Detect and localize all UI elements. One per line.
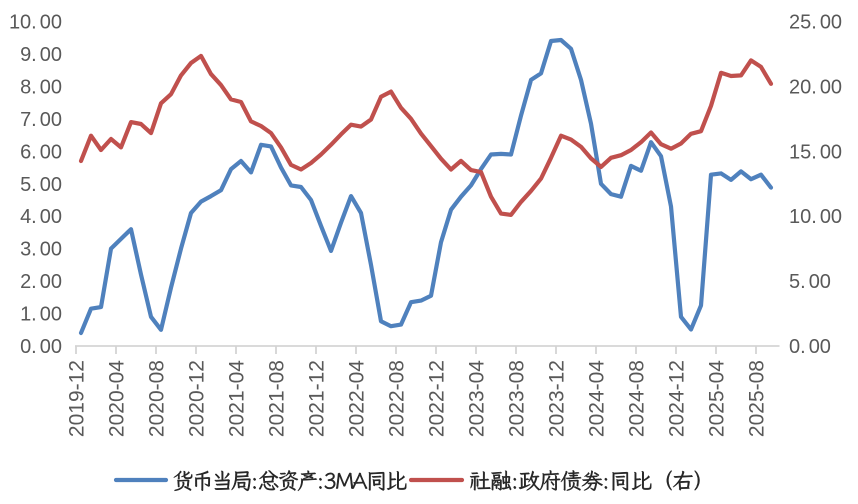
svg-text:1.00: 1. 00 [20,304,62,326]
svg-text:5.00: 5. 00 [789,271,831,293]
svg-text:5.00: 5. 00 [20,174,62,196]
svg-text:2024-12: 2024-12 [665,360,688,437]
svg-text:7.00: 7. 00 [20,109,62,131]
svg-text:2.00: 2. 00 [20,271,62,293]
svg-text:2022-08: 2022-08 [385,360,408,437]
svg-text:25.00: 25. 00 [789,12,842,34]
svg-text:2020-08: 2020-08 [145,360,168,437]
svg-text:4.00: 4. 00 [20,206,62,228]
svg-text:2024-08: 2024-08 [625,360,648,437]
svg-text:2022-12: 2022-12 [425,360,448,437]
svg-text:2023-04: 2023-04 [465,360,488,437]
svg-text:9.00: 9. 00 [20,44,62,66]
svg-text:2025-08: 2025-08 [745,360,768,437]
svg-text:2021-12: 2021-12 [305,360,328,437]
svg-text:2024-04: 2024-04 [585,360,608,437]
svg-text:0.00: 0. 00 [789,336,831,358]
svg-text:2021-08: 2021-08 [265,360,288,437]
svg-text:2019-12: 2019-12 [65,360,88,437]
svg-text:2020-04: 2020-04 [105,360,128,437]
svg-text:2023-08: 2023-08 [505,360,528,437]
svg-text:2020-12: 2020-12 [185,360,208,437]
svg-text:3.00: 3. 00 [20,239,62,261]
svg-text:2023-12: 2023-12 [545,360,568,437]
svg-text:2021-04: 2021-04 [225,360,248,437]
svg-text:0.00: 0. 00 [20,336,62,358]
svg-text:8.00: 8. 00 [20,76,62,98]
svg-text:20.00: 20. 00 [789,76,842,98]
svg-text:15.00: 15. 00 [789,141,842,163]
svg-text:2025-04: 2025-04 [705,360,728,437]
svg-text:10.00: 10. 00 [9,12,62,34]
svg-text:6.00: 6. 00 [20,141,62,163]
svg-text:10.00: 10. 00 [789,206,842,228]
svg-text:2022-04: 2022-04 [345,360,368,437]
